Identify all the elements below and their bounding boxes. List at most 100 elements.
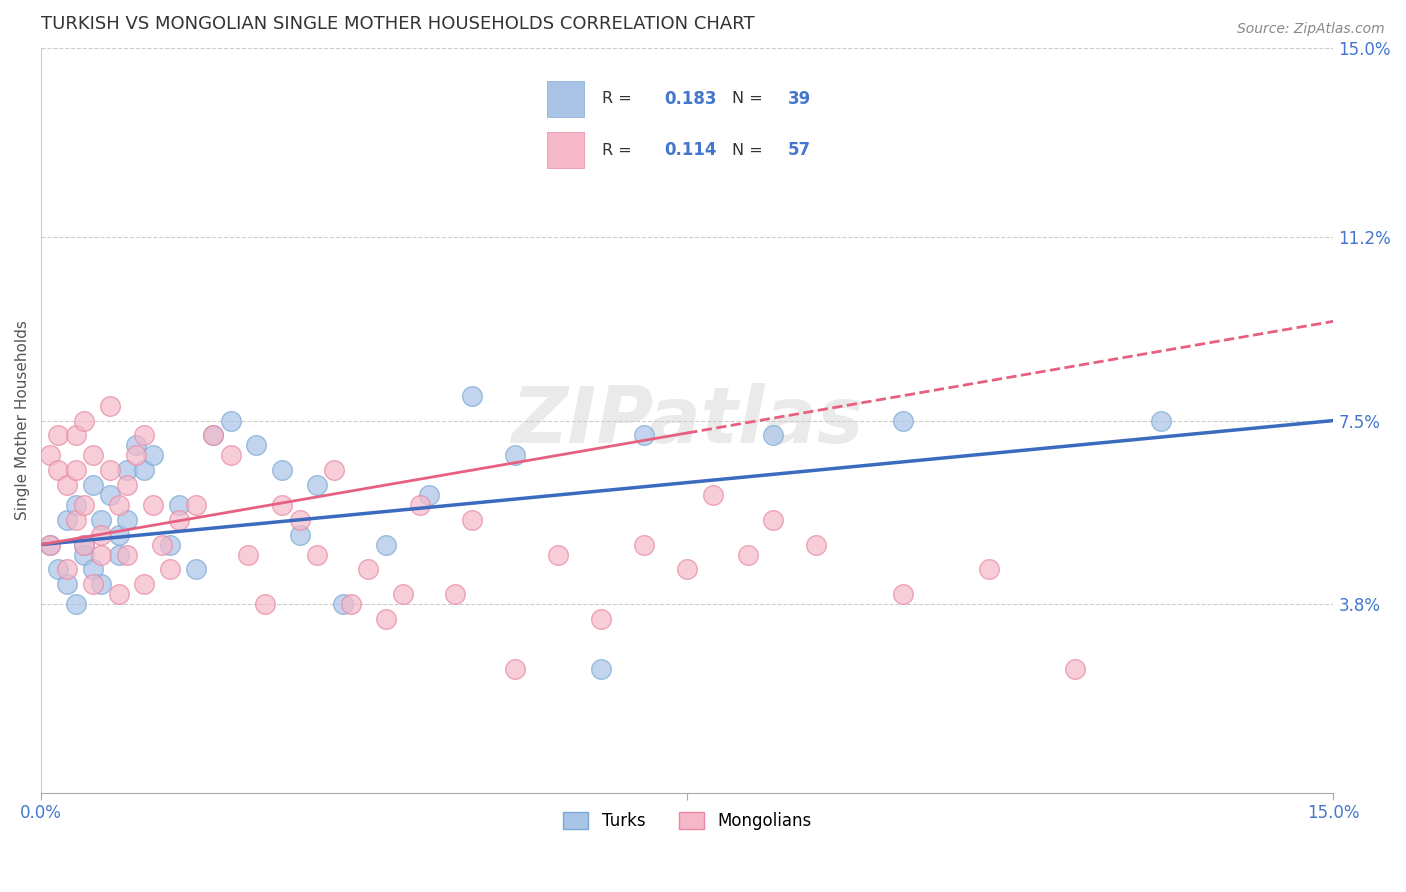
Point bbox=[271, 463, 294, 477]
Point bbox=[159, 538, 181, 552]
Point bbox=[38, 538, 60, 552]
Point bbox=[167, 498, 190, 512]
Text: N =: N = bbox=[733, 143, 768, 158]
Point bbox=[591, 662, 613, 676]
Point bbox=[219, 448, 242, 462]
Point bbox=[305, 548, 328, 562]
Point bbox=[56, 577, 79, 591]
Text: Source: ZipAtlas.com: Source: ZipAtlas.com bbox=[1237, 22, 1385, 37]
Point bbox=[547, 548, 569, 562]
Point bbox=[202, 428, 225, 442]
Point bbox=[46, 463, 69, 477]
Point bbox=[340, 597, 363, 611]
Point bbox=[254, 597, 277, 611]
Point bbox=[73, 498, 96, 512]
Point bbox=[186, 498, 208, 512]
Point bbox=[46, 428, 69, 442]
Point bbox=[65, 513, 87, 527]
Point bbox=[65, 597, 87, 611]
Point bbox=[591, 612, 613, 626]
Y-axis label: Single Mother Households: Single Mother Households bbox=[15, 320, 30, 521]
Point bbox=[633, 428, 655, 442]
Point bbox=[107, 527, 129, 541]
Point bbox=[90, 527, 112, 541]
Text: 0.114: 0.114 bbox=[664, 141, 717, 159]
Point bbox=[503, 662, 526, 676]
Legend: Turks, Mongolians: Turks, Mongolians bbox=[557, 805, 818, 837]
Point bbox=[392, 587, 415, 601]
Point bbox=[117, 548, 139, 562]
Point bbox=[90, 513, 112, 527]
Point bbox=[65, 498, 87, 512]
Point bbox=[107, 548, 129, 562]
Point bbox=[134, 428, 156, 442]
Point bbox=[288, 513, 311, 527]
Point bbox=[117, 478, 139, 492]
Point bbox=[806, 538, 828, 552]
Point bbox=[186, 562, 208, 576]
Point bbox=[762, 428, 785, 442]
Point bbox=[503, 448, 526, 462]
Point bbox=[418, 488, 440, 502]
Point bbox=[98, 463, 121, 477]
Point bbox=[73, 538, 96, 552]
Point bbox=[125, 448, 148, 462]
Text: ZIPatlas: ZIPatlas bbox=[512, 383, 863, 458]
Point bbox=[82, 577, 104, 591]
Point bbox=[125, 438, 148, 452]
Point bbox=[374, 538, 396, 552]
Point bbox=[142, 448, 165, 462]
Point bbox=[461, 513, 484, 527]
FancyBboxPatch shape bbox=[547, 132, 583, 168]
Point bbox=[107, 498, 129, 512]
Point bbox=[82, 448, 104, 462]
Text: R =: R = bbox=[602, 143, 637, 158]
Point bbox=[65, 463, 87, 477]
Point bbox=[461, 389, 484, 403]
Point bbox=[107, 587, 129, 601]
Point bbox=[891, 413, 914, 427]
Point bbox=[73, 413, 96, 427]
Point bbox=[409, 498, 432, 512]
Point bbox=[117, 513, 139, 527]
Point bbox=[891, 587, 914, 601]
Point bbox=[167, 513, 190, 527]
Point bbox=[271, 498, 294, 512]
Point bbox=[56, 562, 79, 576]
Point bbox=[82, 562, 104, 576]
Point bbox=[82, 478, 104, 492]
Point bbox=[73, 548, 96, 562]
Point bbox=[357, 562, 380, 576]
Point bbox=[245, 438, 267, 452]
Point bbox=[977, 562, 1000, 576]
Point bbox=[150, 538, 173, 552]
Point bbox=[332, 597, 354, 611]
Point bbox=[443, 587, 465, 601]
Point bbox=[737, 548, 759, 562]
Point bbox=[134, 463, 156, 477]
Point bbox=[762, 513, 785, 527]
Point bbox=[219, 413, 242, 427]
Point bbox=[702, 488, 724, 502]
Text: 39: 39 bbox=[787, 90, 811, 108]
Point bbox=[38, 538, 60, 552]
Point bbox=[90, 548, 112, 562]
Point bbox=[202, 428, 225, 442]
Point bbox=[38, 448, 60, 462]
Point bbox=[90, 577, 112, 591]
Point bbox=[676, 562, 699, 576]
Point bbox=[159, 562, 181, 576]
Text: R =: R = bbox=[602, 91, 637, 106]
Point bbox=[56, 478, 79, 492]
Point bbox=[73, 538, 96, 552]
Point bbox=[98, 399, 121, 413]
Text: 57: 57 bbox=[787, 141, 811, 159]
Point bbox=[236, 548, 259, 562]
Point bbox=[374, 612, 396, 626]
Point bbox=[117, 463, 139, 477]
Point bbox=[98, 488, 121, 502]
Text: TURKISH VS MONGOLIAN SINGLE MOTHER HOUSEHOLDS CORRELATION CHART: TURKISH VS MONGOLIAN SINGLE MOTHER HOUSE… bbox=[41, 15, 755, 33]
Text: N =: N = bbox=[733, 91, 768, 106]
Point bbox=[1064, 662, 1087, 676]
Point bbox=[56, 513, 79, 527]
